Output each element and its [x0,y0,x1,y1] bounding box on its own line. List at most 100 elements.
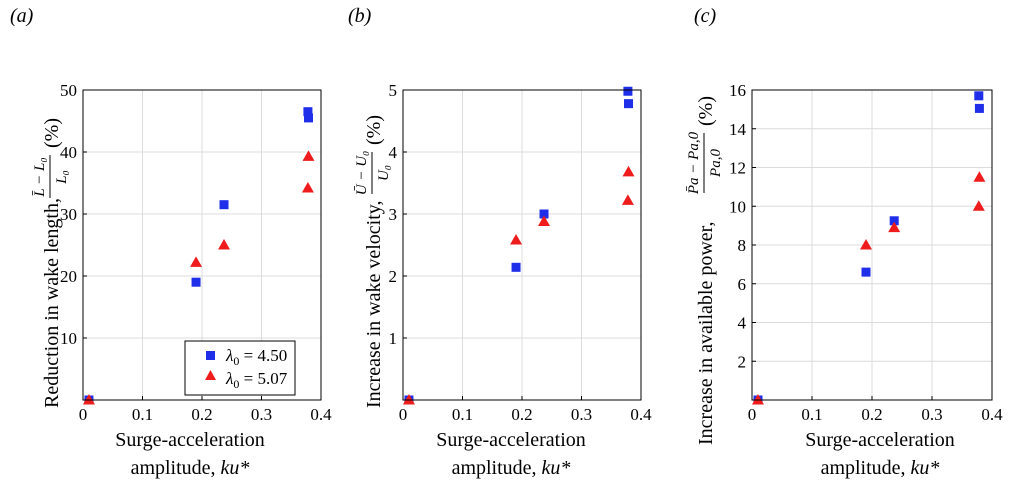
data-point-triangle [302,150,315,161]
y-tick-label: 3 [389,205,398,224]
data-point-square [304,113,314,123]
y-axis-label-text: Increase in wake velocity, [363,201,385,409]
x-tick-label: 0.1 [132,405,153,424]
x-tick-label: 0.3 [571,405,592,424]
y-tick-label: 6 [738,275,747,294]
y-tick-labels: 10 20 30 40 50 [60,81,77,348]
data-point-triangle [973,171,986,182]
data-point-square [974,103,984,113]
panel-label: (a) [10,5,34,27]
y-axis-fraction-denominator: U₀ [376,165,392,181]
data-points [402,86,635,405]
plot-frame [82,89,322,401]
y-axis-label: Increase in available power, P̄a − Pa,0 … [686,96,724,445]
data-point-square [539,209,549,219]
x-tick-label: 0.3 [251,405,272,424]
y-tick-label: 10 [729,197,746,216]
y-axis-unit: (%) [695,96,717,126]
y-tick-labels: 1 2 3 4 5 [389,81,398,348]
data-point-triangle [621,194,634,205]
x-tick-label: 0 [399,405,408,424]
legend-square-icon [206,351,215,360]
y-tick-label: 30 [60,205,77,224]
data-point-square [219,200,229,210]
y-tick-label: 14 [729,120,747,139]
data-point-triangle [972,200,985,211]
data-point-square [624,99,634,109]
panel-b: (b) 0 0.1 0.2 0.3 0.4 1 2 3 4 5 Surge-accelerati… [348,5,652,479]
y-tick-label: 5 [389,81,398,100]
data-point-triangle [82,394,95,405]
y-axis-fraction-numerator: Ū − U₀ [354,151,370,196]
y-tick-label: 40 [60,143,77,162]
y-tick-label: 10 [60,329,77,348]
legend-triangle-icon [205,370,216,380]
x-tick-label: 0.4 [981,405,1003,424]
data-points [82,107,315,405]
y-axis-label: Reduction in wake length, L̄ − L₀ L₀ (%) [32,118,70,408]
y-tick-label: 2 [389,267,398,286]
panel-label: (c) [694,5,717,27]
x-tick-labels: 0 0.1 0.2 0.3 0.4 [748,405,1003,424]
grid [402,89,642,400]
data-point-triangle [218,239,231,250]
y-axis-unit: (%) [363,115,385,145]
x-tick-label: 0.1 [452,405,473,424]
x-tick-label: 0.2 [511,405,532,424]
y-axis-label-text: Reduction in wake length, [41,198,63,408]
plot-frame [402,89,642,401]
panel-label: (b) [348,5,372,27]
data-point-triangle [752,394,764,405]
data-point-triangle [538,215,551,226]
data-point-triangle [402,394,415,405]
x-tick-labels: 0 0.1 0.2 0.3 0.4 [79,405,332,424]
panel-c: (c) 0 0.1 0.2 0.3 0.4 2 4 6 8 10 12 14 16 Surge-acc… [686,5,1003,479]
data-point-triangle [622,165,635,177]
x-tick-label: 0.1 [801,405,822,424]
x-tick-label: 0 [79,405,88,424]
legend-entry-2: λ0 = 5.07 [225,369,288,391]
panel-a: (a) 0 0.1 0.2 0.3 0.4 10 20 30 40 50 Surge-accel… [10,5,332,479]
legend: λ0 = 4.50 λ0 = 5.07 [184,340,296,396]
x-axis-label-line1: Surge-acceleration [436,429,586,451]
x-axis-label-line2: amplitude, ku* [452,457,571,479]
x-tick-labels: 0 0.1 0.2 0.3 0.4 [399,405,652,424]
data-point-triangle [510,234,523,245]
data-point-triangle [190,256,203,267]
data-points [752,91,986,405]
y-tick-label: 8 [738,236,747,255]
x-tick-label: 0.3 [921,405,942,424]
grid [82,89,322,400]
data-point-square [191,277,201,287]
x-tick-label: 0.4 [630,405,652,424]
y-axis-unit: (%) [41,118,63,148]
y-tick-label: 4 [738,314,747,333]
data-point-triangle [301,181,314,193]
legend-entry-1: λ0 = 4.50 [225,346,287,368]
y-tick-label: 1 [389,329,398,348]
x-tick-label: 0.4 [310,405,332,424]
data-point-square [623,86,633,96]
y-tick-label: 20 [60,267,77,286]
y-axis-fraction-denominator: Pa,0 [708,149,724,178]
y-tick-label: 12 [729,159,746,178]
data-point-square [861,267,871,277]
data-point-square [974,91,984,101]
y-axis-label: Increase in wake velocity, Ū − U₀ U₀ (%) [354,115,392,408]
y-tick-labels: 2 4 6 8 10 12 14 16 [729,81,747,371]
data-point-square [511,262,521,272]
grid [751,89,993,400]
y-axis-label-text: Increase in available power, [695,221,717,445]
x-tick-label: 0.2 [861,405,882,424]
data-point-triangle [888,221,901,233]
y-axis-fraction-numerator: L̄ − L₀ [32,157,48,197]
x-axis-label-line1: Surge-acceleration [115,429,265,451]
y-axis-fraction-numerator: P̄a − Pa,0 [686,131,702,195]
x-axis-label-line2: amplitude, ku* [821,457,940,479]
y-axis-fraction-denominator: L₀ [54,170,70,185]
plot-frame [751,89,993,401]
x-tick-label: 0 [748,405,757,424]
data-point-square [889,216,899,226]
y-tick-label: 4 [389,143,398,162]
